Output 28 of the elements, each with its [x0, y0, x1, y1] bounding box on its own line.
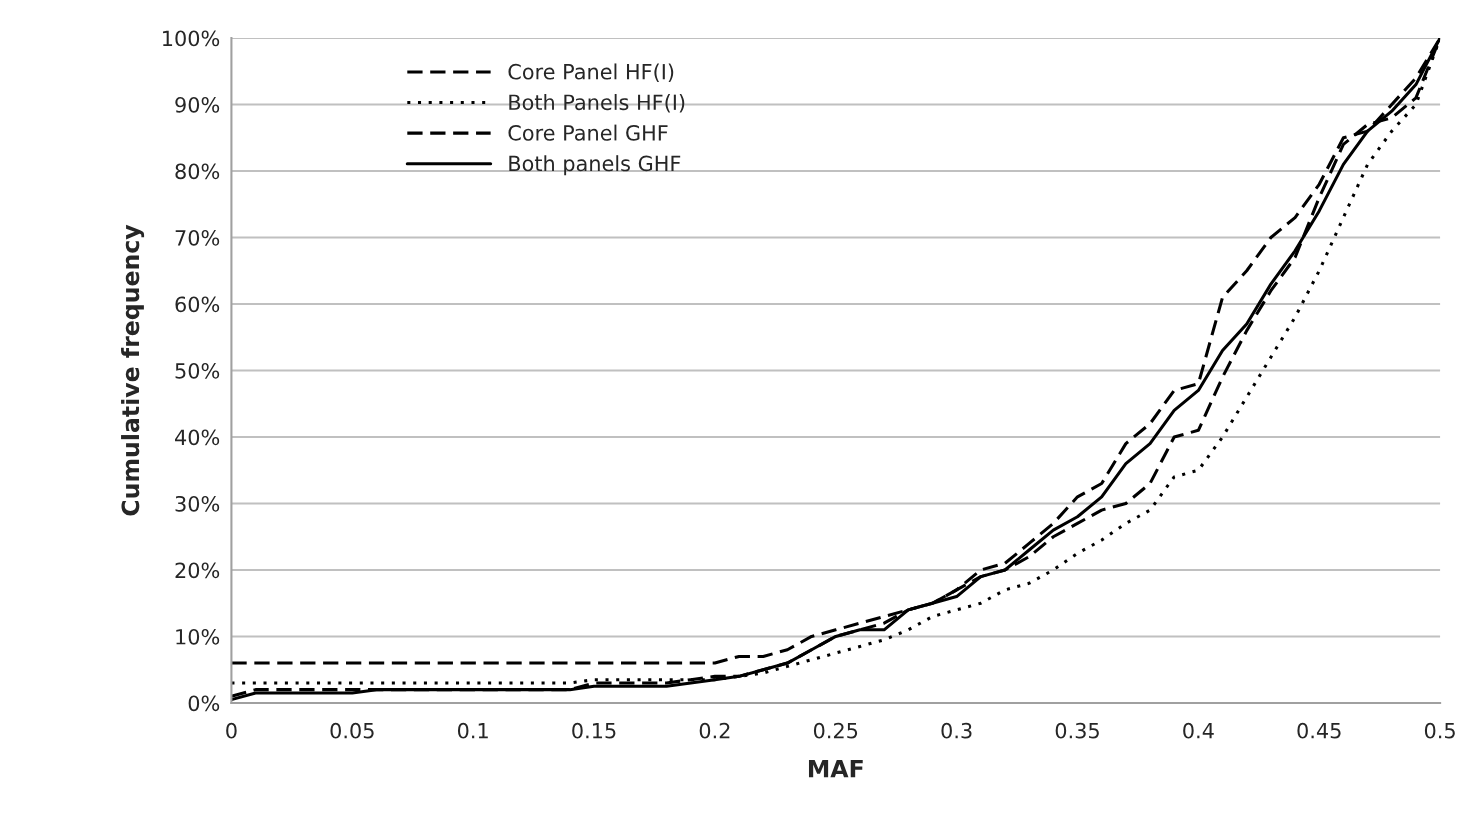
- x-tick-label: 0.5: [1424, 722, 1455, 739]
- x-tick-label: 0.35: [1055, 722, 1099, 739]
- legend-label: Core Panel HF(I): [508, 63, 674, 83]
- x-axis-title: MAF: [808, 759, 863, 778]
- legend-label: Both Panels HF(I): [509, 94, 685, 113]
- x-tick-label: 0.45: [1297, 722, 1341, 739]
- y-tick-label: 30%: [175, 495, 220, 512]
- y-tick-label: 10%: [176, 628, 220, 645]
- x-tick-label: 0.2: [699, 722, 730, 739]
- legend-label: Core Panel GHF: [508, 124, 668, 141]
- x-tick-label: 0: [226, 722, 237, 739]
- y-tick-label: 0%: [188, 695, 220, 712]
- legend-label: Both panels GHF: [509, 155, 681, 176]
- x-tick-label: 0.05: [330, 722, 374, 739]
- x-tick-label: 0.4: [1183, 722, 1214, 739]
- y-tick-label: 50%: [175, 362, 220, 379]
- y-tick-label: 90%: [175, 96, 220, 113]
- x-tick-label: 0.15: [572, 722, 616, 739]
- x-tick-label: 0.25: [813, 722, 858, 739]
- x-tick-label: 0.1: [457, 722, 488, 739]
- y-tick-label: 60%: [175, 296, 220, 313]
- x-tick-label: 0.3: [941, 722, 972, 739]
- y-tick-label: 70%: [175, 229, 220, 246]
- y-axis-title: Cumulative frequency: [121, 224, 145, 516]
- y-tick-label: 20%: [175, 562, 220, 579]
- y-tick-label: 80%: [175, 163, 220, 180]
- y-tick-label: 100%: [163, 30, 220, 47]
- y-tick-label: 40%: [175, 429, 220, 446]
